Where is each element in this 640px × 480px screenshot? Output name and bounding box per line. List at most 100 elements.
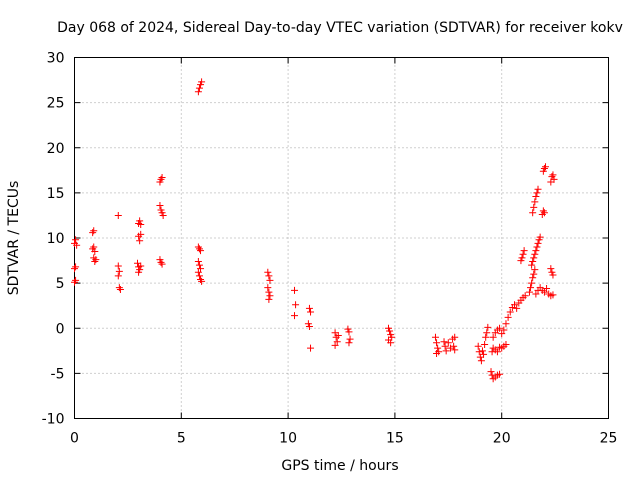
data-point bbox=[265, 295, 273, 303]
data-point bbox=[346, 335, 354, 343]
data-point bbox=[434, 344, 442, 352]
data-point bbox=[518, 254, 526, 262]
y-tick-label: -10 bbox=[42, 412, 65, 428]
data-point bbox=[536, 233, 544, 241]
data-point bbox=[158, 174, 166, 182]
data-point bbox=[441, 342, 449, 350]
data-point bbox=[529, 274, 537, 282]
data-point bbox=[520, 247, 528, 255]
data-point bbox=[511, 301, 519, 309]
data-point bbox=[444, 339, 452, 347]
data-point bbox=[475, 348, 483, 356]
data-point bbox=[480, 350, 488, 358]
data-point bbox=[549, 271, 557, 279]
data-point bbox=[90, 227, 98, 235]
data-point bbox=[194, 243, 202, 251]
data-point bbox=[307, 308, 315, 316]
data-point bbox=[489, 333, 497, 341]
data-point bbox=[534, 185, 542, 193]
data-point bbox=[481, 340, 489, 348]
data-point bbox=[549, 171, 557, 179]
data-point bbox=[114, 211, 122, 219]
data-point bbox=[90, 243, 98, 251]
data-point bbox=[137, 220, 145, 228]
data-point bbox=[73, 241, 81, 249]
data-point bbox=[496, 324, 504, 332]
y-tick-label: 0 bbox=[56, 321, 65, 337]
x-tick-label: 20 bbox=[493, 431, 511, 447]
data-point bbox=[431, 333, 439, 341]
data-point bbox=[72, 263, 80, 271]
data-point bbox=[345, 339, 353, 347]
data-point bbox=[528, 279, 536, 287]
data-point bbox=[194, 268, 202, 276]
data-point bbox=[71, 265, 78, 273]
data-point bbox=[307, 344, 315, 352]
data-point bbox=[484, 323, 492, 331]
data-point bbox=[474, 342, 482, 350]
y-tick-label: 30 bbox=[47, 51, 65, 67]
data-point bbox=[529, 257, 537, 265]
data-point bbox=[478, 347, 486, 355]
y-axis-label: SDTVAR / TECUs bbox=[6, 181, 22, 296]
y-tick-label: -5 bbox=[51, 366, 65, 382]
data-point bbox=[502, 320, 510, 328]
data-point bbox=[534, 239, 542, 247]
data-point bbox=[195, 84, 203, 92]
data-point bbox=[440, 338, 448, 346]
data-point bbox=[195, 272, 203, 280]
data-point bbox=[529, 209, 537, 217]
y-tick-label: 25 bbox=[47, 96, 65, 112]
data-point bbox=[198, 78, 206, 86]
data-point bbox=[533, 243, 541, 251]
data-point bbox=[333, 338, 341, 346]
data-point bbox=[92, 256, 100, 264]
data-point bbox=[531, 198, 539, 206]
y-tick-label: 10 bbox=[47, 231, 65, 247]
data-point bbox=[502, 340, 510, 348]
data-point bbox=[482, 333, 490, 341]
data-point bbox=[487, 368, 495, 376]
data-point bbox=[540, 288, 548, 296]
data-point bbox=[265, 288, 273, 296]
chart-title: Day 068 of 2024, Sidereal Day-to-day VTE… bbox=[57, 20, 623, 36]
data-point bbox=[540, 209, 548, 217]
data-point bbox=[72, 276, 80, 284]
data-point bbox=[116, 285, 124, 293]
data-point bbox=[519, 250, 527, 258]
data-point bbox=[532, 247, 540, 255]
data-point bbox=[158, 260, 166, 268]
data-point bbox=[89, 229, 97, 237]
data-point bbox=[345, 328, 353, 336]
data-point bbox=[450, 342, 458, 350]
x-tick-label: 10 bbox=[279, 431, 297, 447]
data-point bbox=[531, 266, 539, 274]
data-point bbox=[386, 327, 394, 335]
gridlines bbox=[74, 57, 609, 419]
data-point bbox=[136, 217, 144, 225]
data-point bbox=[493, 348, 501, 356]
data-points bbox=[71, 78, 558, 383]
data-point bbox=[532, 192, 540, 200]
data-point bbox=[442, 347, 450, 355]
data-point bbox=[528, 261, 536, 269]
data-point bbox=[195, 245, 203, 253]
data-point bbox=[159, 211, 167, 219]
data-point bbox=[305, 304, 313, 312]
data-point bbox=[197, 247, 205, 255]
x-tick-label: 5 bbox=[177, 431, 186, 447]
x-axis-label: GPS time / hours bbox=[281, 458, 398, 474]
data-point bbox=[291, 286, 299, 294]
data-point bbox=[115, 267, 123, 275]
data-point bbox=[91, 257, 99, 265]
data-point bbox=[543, 285, 551, 293]
x-tick-label: 25 bbox=[600, 431, 618, 447]
x-tick-label: 0 bbox=[70, 431, 79, 447]
y-tick-label: 20 bbox=[47, 141, 65, 157]
data-point bbox=[451, 333, 459, 341]
data-point bbox=[521, 292, 529, 300]
data-point bbox=[157, 258, 165, 266]
x-tick-label: 15 bbox=[386, 431, 404, 447]
data-point bbox=[549, 291, 557, 299]
